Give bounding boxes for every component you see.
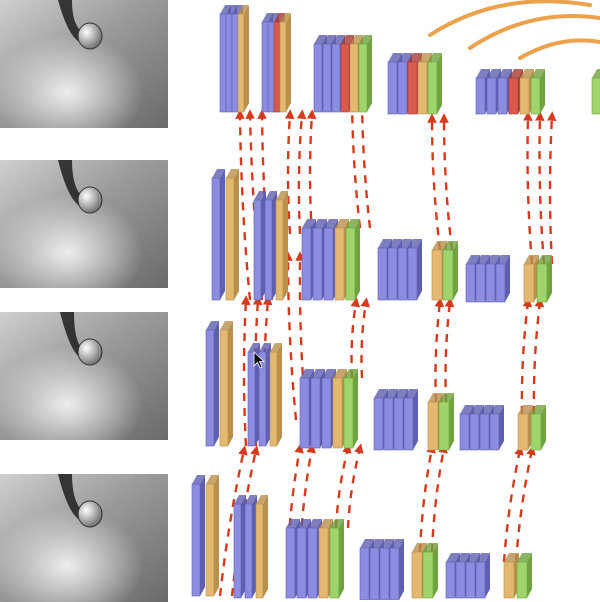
dashed-connector — [346, 443, 364, 529]
row3-group1-slab-1 — [205, 321, 219, 447]
skip-arcs — [428, 0, 600, 60]
row4-group1-slab-2 — [205, 475, 219, 597]
mouse-cursor-icon — [253, 351, 266, 369]
dashed-connector — [240, 295, 251, 447]
dashed-connector — [514, 445, 536, 563]
dashed-connector — [284, 109, 295, 235]
depth-image-thumbnail — [0, 474, 168, 602]
row3-group3-slab-5 — [343, 369, 358, 449]
dashed-connector — [283, 251, 298, 421]
row3-group1-slab-2 — [219, 321, 233, 447]
dashed-connector — [418, 443, 436, 553]
dashed-connector — [235, 109, 252, 301]
row2-group1-slab-2 — [225, 169, 239, 301]
row4-group1-slab-1 — [191, 475, 205, 597]
row4-group2-slab-2 — [244, 495, 257, 599]
row1-edge-slab — [591, 69, 600, 115]
row4-group3-slab-5 — [329, 519, 344, 599]
row4-group4-slab-4 — [389, 539, 404, 600]
layer-stacks — [191, 5, 600, 600]
dashed-connector — [523, 111, 534, 265]
dashed-connector — [296, 109, 307, 235]
row1-group1-slab-4 — [237, 5, 249, 113]
dashed-connector — [439, 113, 454, 251]
input-thumbnail-4 — [0, 474, 168, 602]
row2-group4-slab-4 — [407, 239, 422, 301]
row1-group5-slab-6 — [530, 69, 545, 115]
dashed-connector — [532, 297, 545, 415]
row4-group6-slab-4 — [475, 553, 490, 599]
depth-image-thumbnail — [0, 160, 168, 288]
row3-group6-slab-4 — [489, 405, 504, 451]
row2-group2-slab-2 — [264, 191, 277, 301]
row1-group2-slab-4 — [279, 13, 291, 113]
row2-group5-slab-2 — [442, 241, 458, 301]
row4-group5-slab-2 — [422, 543, 438, 599]
dashed-connector — [434, 297, 445, 403]
skip-arc-3 — [518, 38, 600, 60]
dashed-connector — [444, 297, 455, 403]
row4-group2-slab-1 — [233, 495, 246, 599]
dashed-connector — [520, 297, 533, 415]
row3-group2-slab-3 — [269, 343, 282, 447]
row3-group5-slab-2 — [438, 393, 454, 451]
row2-group6-slab-4 — [495, 255, 510, 303]
dashed-connector — [334, 443, 352, 529]
input-thumbnail-1 — [0, 0, 168, 128]
skip-arc-2 — [468, 14, 600, 50]
dashed-connector — [546, 111, 557, 265]
depth-image-thumbnail — [0, 0, 168, 128]
dashed-connector — [298, 443, 316, 557]
row4-group7-slab-2 — [516, 553, 532, 599]
input-thumbnail-3 — [0, 312, 168, 440]
row2-group3-slab-5 — [345, 219, 360, 301]
dashed-connector — [535, 111, 546, 265]
row3-group7-slab-2 — [530, 405, 546, 451]
row2-group7-slab-2 — [536, 255, 552, 303]
skip-arc-1 — [428, 0, 592, 37]
row2-group2-slab-1 — [253, 191, 266, 301]
row4-group2-slab-3 — [255, 495, 268, 599]
row2-group1-slab-1 — [211, 169, 225, 301]
row3-group4-slab-4 — [403, 389, 418, 451]
depth-image-thumbnail — [0, 312, 168, 440]
input-thumbnail-2 — [0, 160, 168, 288]
row2-group2-slab-3 — [275, 191, 288, 301]
row1-group4-slab-5 — [427, 53, 442, 115]
dashed-connector — [306, 109, 317, 235]
dashed-connector — [218, 445, 248, 597]
dashed-connector — [360, 297, 370, 379]
dashed-connector — [430, 443, 448, 553]
dashed-connector — [350, 297, 360, 379]
dashed-connector — [427, 113, 442, 251]
dashed-connector — [286, 443, 304, 557]
row1-group3-slab-6 — [358, 35, 372, 113]
